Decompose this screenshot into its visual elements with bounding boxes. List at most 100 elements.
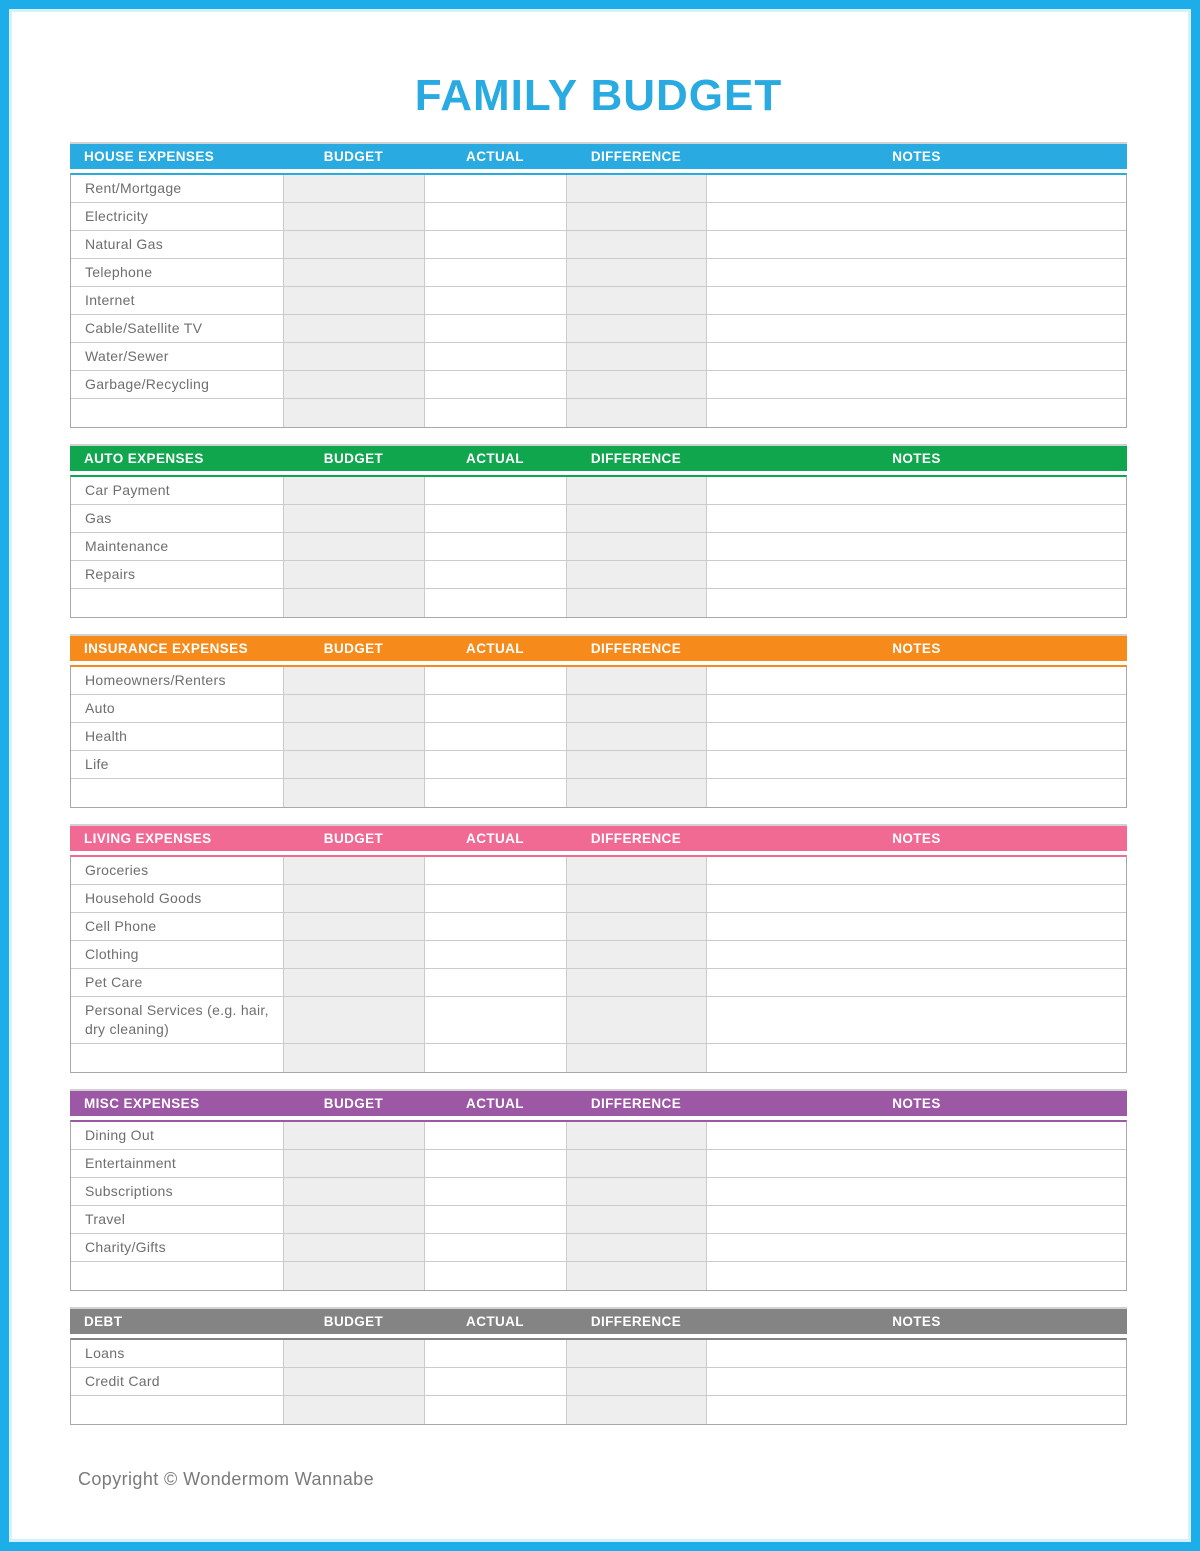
cell-actual[interactable] [425, 259, 567, 286]
cell-difference[interactable] [567, 1395, 707, 1424]
cell-budget[interactable] [284, 1205, 425, 1233]
cell-actual[interactable] [425, 1261, 567, 1290]
cell-actual[interactable] [425, 723, 567, 750]
cell-actual[interactable] [425, 969, 567, 996]
cell-difference[interactable] [567, 231, 707, 258]
cell-notes[interactable] [707, 561, 1126, 588]
cell-budget[interactable] [284, 779, 425, 807]
cell-notes[interactable] [707, 1206, 1126, 1233]
cell-difference[interactable] [567, 1205, 707, 1233]
cell-notes[interactable] [707, 477, 1126, 504]
cell-actual[interactable] [425, 343, 567, 370]
cell-actual[interactable] [425, 1339, 567, 1367]
cell-budget[interactable] [284, 913, 425, 940]
cell-budget[interactable] [284, 175, 425, 202]
cell-actual[interactable] [425, 1149, 567, 1177]
cell-difference[interactable] [567, 1149, 707, 1177]
cell-difference[interactable] [567, 399, 707, 427]
cell-notes[interactable] [707, 315, 1126, 342]
cell-notes[interactable] [707, 941, 1126, 968]
cell-actual[interactable] [425, 1043, 567, 1072]
cell-actual[interactable] [425, 857, 567, 884]
cell-actual[interactable] [425, 1177, 567, 1205]
cell-actual[interactable] [425, 1233, 567, 1261]
cell-budget[interactable] [284, 695, 425, 722]
cell-budget[interactable] [284, 589, 425, 617]
cell-budget[interactable] [284, 315, 425, 342]
cell-actual[interactable] [425, 1367, 567, 1395]
cell-budget[interactable] [284, 857, 425, 884]
cell-notes[interactable] [707, 203, 1126, 230]
cell-notes[interactable] [707, 259, 1126, 286]
cell-actual[interactable] [425, 231, 567, 258]
cell-difference[interactable] [567, 561, 707, 588]
cell-budget[interactable] [284, 399, 425, 427]
cell-notes[interactable] [707, 997, 1126, 1043]
cell-difference[interactable] [567, 1121, 707, 1149]
cell-actual[interactable] [425, 399, 567, 427]
cell-notes[interactable] [707, 399, 1126, 427]
cell-budget[interactable] [284, 1395, 425, 1424]
cell-actual[interactable] [425, 287, 567, 314]
cell-actual[interactable] [425, 315, 567, 342]
cell-difference[interactable] [567, 315, 707, 342]
cell-actual[interactable] [425, 913, 567, 940]
cell-notes[interactable] [707, 231, 1126, 258]
cell-difference[interactable] [567, 1233, 707, 1261]
cell-notes[interactable] [707, 287, 1126, 314]
cell-difference[interactable] [567, 695, 707, 722]
cell-actual[interactable] [425, 533, 567, 560]
cell-budget[interactable] [284, 259, 425, 286]
cell-budget[interactable] [284, 723, 425, 750]
cell-notes[interactable] [707, 779, 1126, 807]
cell-actual[interactable] [425, 371, 567, 398]
cell-notes[interactable] [707, 1178, 1126, 1205]
cell-difference[interactable] [567, 941, 707, 968]
cell-budget[interactable] [284, 969, 425, 996]
cell-actual[interactable] [425, 505, 567, 532]
cell-actual[interactable] [425, 779, 567, 807]
cell-budget[interactable] [284, 1043, 425, 1072]
cell-actual[interactable] [425, 175, 567, 202]
cell-difference[interactable] [567, 477, 707, 504]
cell-notes[interactable] [707, 885, 1126, 912]
cell-budget[interactable] [284, 1233, 425, 1261]
cell-actual[interactable] [425, 589, 567, 617]
cell-actual[interactable] [425, 941, 567, 968]
cell-actual[interactable] [425, 203, 567, 230]
cell-difference[interactable] [567, 751, 707, 778]
cell-budget[interactable] [284, 287, 425, 314]
cell-notes[interactable] [707, 1396, 1126, 1424]
cell-budget[interactable] [284, 477, 425, 504]
cell-difference[interactable] [567, 287, 707, 314]
cell-actual[interactable] [425, 1205, 567, 1233]
cell-budget[interactable] [284, 203, 425, 230]
cell-notes[interactable] [707, 1122, 1126, 1149]
cell-notes[interactable] [707, 1262, 1126, 1290]
cell-difference[interactable] [567, 857, 707, 884]
cell-notes[interactable] [707, 667, 1126, 694]
cell-budget[interactable] [284, 1367, 425, 1395]
cell-budget[interactable] [284, 941, 425, 968]
cell-budget[interactable] [284, 1121, 425, 1149]
cell-notes[interactable] [707, 751, 1126, 778]
cell-notes[interactable] [707, 695, 1126, 722]
cell-difference[interactable] [567, 343, 707, 370]
cell-difference[interactable] [567, 779, 707, 807]
cell-notes[interactable] [707, 533, 1126, 560]
cell-budget[interactable] [284, 751, 425, 778]
cell-actual[interactable] [425, 885, 567, 912]
cell-notes[interactable] [707, 505, 1126, 532]
cell-notes[interactable] [707, 913, 1126, 940]
cell-difference[interactable] [567, 371, 707, 398]
cell-notes[interactable] [707, 371, 1126, 398]
cell-actual[interactable] [425, 751, 567, 778]
cell-notes[interactable] [707, 175, 1126, 202]
cell-difference[interactable] [567, 1367, 707, 1395]
cell-budget[interactable] [284, 667, 425, 694]
cell-difference[interactable] [567, 885, 707, 912]
cell-budget[interactable] [284, 533, 425, 560]
cell-difference[interactable] [567, 175, 707, 202]
cell-difference[interactable] [567, 1261, 707, 1290]
cell-actual[interactable] [425, 667, 567, 694]
